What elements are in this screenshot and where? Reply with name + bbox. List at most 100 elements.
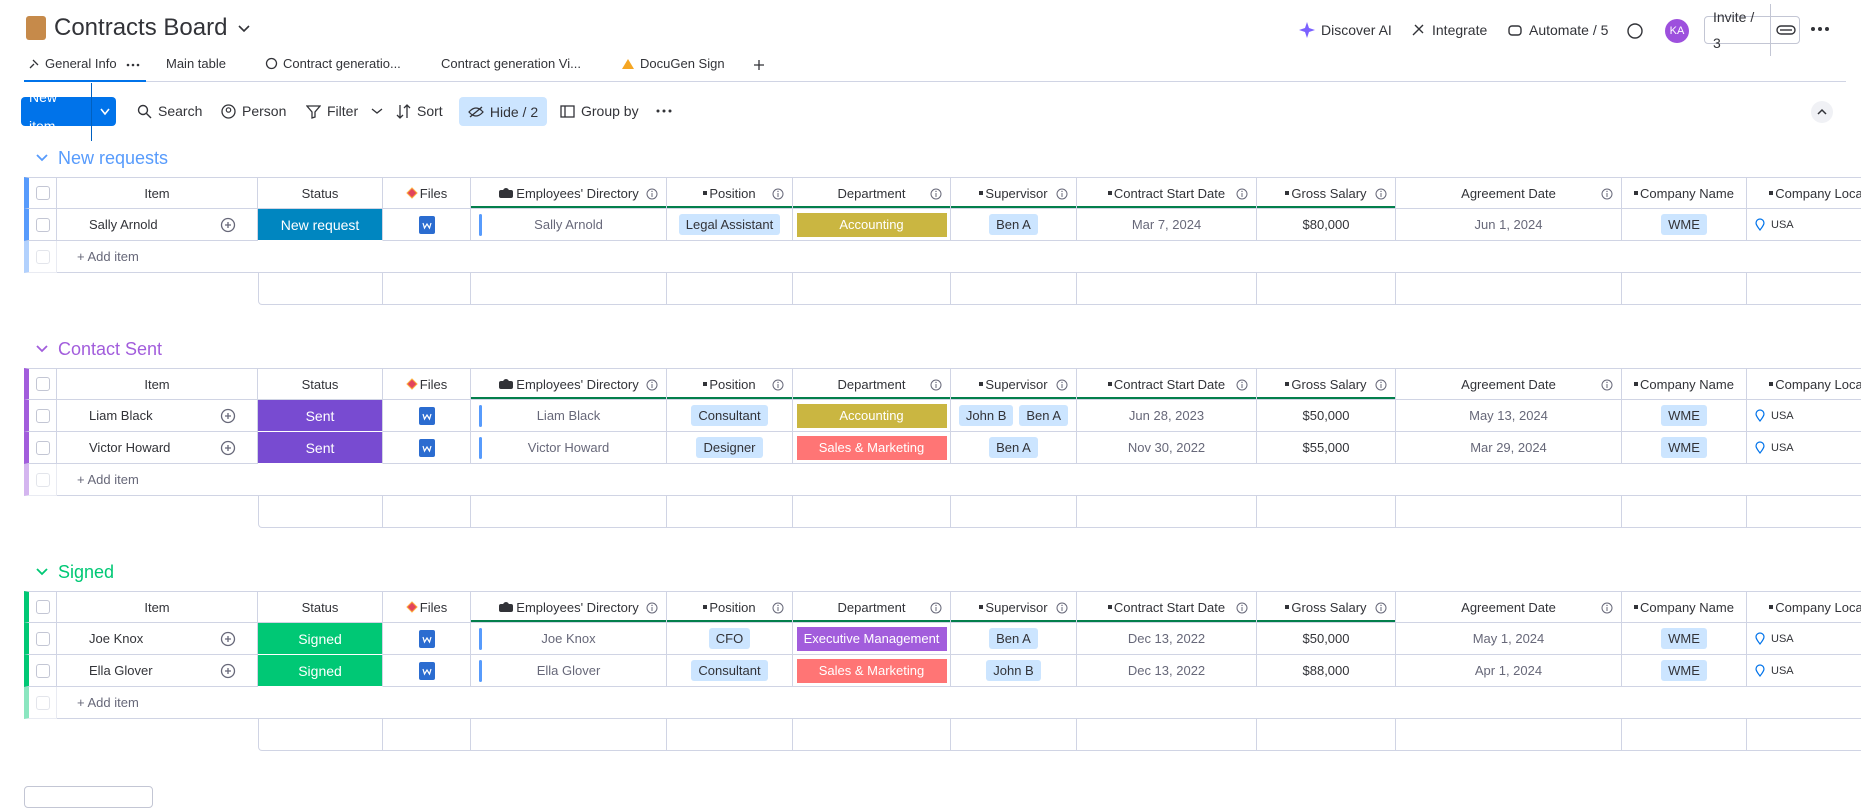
checkbox[interactable]	[35, 663, 50, 678]
title-caret[interactable]	[238, 24, 250, 34]
automate[interactable]: Automate / 5	[1507, 22, 1608, 38]
department-cell[interactable]: Executive Management	[793, 623, 951, 655]
add-item[interactable]: + Add item	[57, 687, 1861, 719]
company-cell[interactable]: WME	[1622, 655, 1747, 687]
link-icon[interactable]	[1771, 22, 1799, 38]
checkbox[interactable]	[35, 186, 50, 200]
company-cell[interactable]: WME	[1622, 400, 1747, 432]
status[interactable]: Sent	[258, 432, 383, 464]
checkbox[interactable]	[35, 600, 50, 614]
add-item[interactable]: + Add item	[57, 464, 1861, 496]
tab[interactable]: Contract generatio...	[265, 56, 401, 71]
avatar[interactable]: KA	[1665, 19, 1689, 43]
invite-button[interactable]: Invite / 3	[1704, 4, 1800, 56]
group-title[interactable]: Contact Sent	[24, 330, 1861, 368]
conversation-cell[interactable]	[199, 209, 258, 241]
employee-cell[interactable]: Ella Glover	[471, 655, 667, 687]
add-item[interactable]: + Add item	[57, 241, 1861, 273]
files-cell[interactable]	[383, 655, 471, 687]
position-cell[interactable]: Designer	[667, 432, 793, 464]
person-button[interactable]: Person	[221, 101, 286, 121]
conversation-cell[interactable]	[199, 655, 258, 687]
checkbox[interactable]	[35, 249, 50, 264]
contract-start-date[interactable]: Dec 13, 2022	[1077, 623, 1257, 655]
tab-menu[interactable]	[126, 63, 140, 67]
item-name[interactable]: Victor Howard	[57, 432, 199, 464]
gross-salary[interactable]: $50,000	[1257, 400, 1396, 432]
status[interactable]: Sent	[258, 400, 383, 432]
gross-salary[interactable]: $50,000	[1257, 623, 1396, 655]
item-name[interactable]: Liam Black	[57, 400, 199, 432]
employee-cell[interactable]: Joe Knox	[471, 623, 667, 655]
checkbox[interactable]	[35, 472, 50, 487]
contract-start-date[interactable]: Jun 28, 2023	[1077, 400, 1257, 432]
position-cell[interactable]: Consultant	[667, 655, 793, 687]
files-cell[interactable]	[383, 209, 471, 241]
search-button[interactable]: Search	[137, 101, 202, 121]
add-group-button[interactable]	[24, 786, 153, 808]
status[interactable]: New request	[258, 209, 383, 241]
group-title[interactable]: New requests	[24, 139, 1861, 177]
group-by-button[interactable]: Group by	[560, 101, 639, 121]
updates-icon[interactable]	[1626, 22, 1644, 40]
checkbox[interactable]	[35, 695, 50, 710]
item-name[interactable]: Sally Arnold	[57, 209, 199, 241]
company-cell[interactable]: WME	[1622, 432, 1747, 464]
item-name[interactable]: Ella Glover	[57, 655, 199, 687]
company-cell[interactable]: WME	[1622, 209, 1747, 241]
employee-cell[interactable]: Liam Black	[471, 400, 667, 432]
checkbox[interactable]	[35, 217, 50, 232]
files-cell[interactable]	[383, 400, 471, 432]
sort-button[interactable]: Sort	[396, 101, 443, 121]
supervisor-cell[interactable]: Ben A	[951, 432, 1077, 464]
supervisor-cell[interactable]: John B	[951, 655, 1077, 687]
position-cell[interactable]: Legal Assistant	[667, 209, 793, 241]
gross-salary[interactable]: $80,000	[1257, 209, 1396, 241]
board-title[interactable]: Contracts Board	[54, 14, 228, 41]
toolbar-more[interactable]	[656, 109, 672, 113]
contract-start-date[interactable]: Dec 13, 2022	[1077, 655, 1257, 687]
employee-cell[interactable]: Sally Arnold	[471, 209, 667, 241]
location-cell[interactable]: USA	[1747, 400, 1861, 432]
department-cell[interactable]: Sales & Marketing	[793, 432, 951, 464]
location-cell[interactable]: USA	[1747, 432, 1861, 464]
contract-start-date[interactable]: Mar 7, 2024	[1077, 209, 1257, 241]
tab[interactable]: Contract generation Vi...	[441, 56, 581, 71]
item-name[interactable]: Joe Knox	[57, 623, 199, 655]
agreement-date[interactable]: Mar 29, 2024	[1396, 432, 1622, 464]
tab[interactable]: DocuGen Sign	[621, 56, 725, 71]
supervisor-cell[interactable]: Ben A	[951, 209, 1077, 241]
filter-button[interactable]: Filter	[306, 101, 384, 121]
agreement-date[interactable]: Jun 1, 2024	[1396, 209, 1622, 241]
location-cell[interactable]: USA	[1747, 655, 1861, 687]
gross-salary[interactable]: $88,000	[1257, 655, 1396, 687]
position-cell[interactable]: Consultant	[667, 400, 793, 432]
gross-salary[interactable]: $55,000	[1257, 432, 1396, 464]
department-cell[interactable]: Accounting	[793, 209, 951, 241]
employee-cell[interactable]: Victor Howard	[471, 432, 667, 464]
location-cell[interactable]: USA	[1747, 623, 1861, 655]
supervisor-cell[interactable]: John B Ben A	[951, 400, 1077, 432]
checkbox[interactable]	[35, 377, 50, 391]
conversation-cell[interactable]	[199, 432, 258, 464]
agreement-date[interactable]: May 13, 2024	[1396, 400, 1622, 432]
contract-start-date[interactable]: Nov 30, 2022	[1077, 432, 1257, 464]
conversation-cell[interactable]	[199, 400, 258, 432]
new-item-caret[interactable]	[92, 106, 116, 118]
add-view[interactable]	[753, 59, 765, 71]
hide-button[interactable]: Hide / 2	[459, 97, 547, 126]
position-cell[interactable]: CFO	[667, 623, 793, 655]
checkbox[interactable]	[35, 408, 50, 423]
status[interactable]: Signed	[258, 623, 383, 655]
checkbox[interactable]	[35, 631, 50, 646]
department-cell[interactable]: Accounting	[793, 400, 951, 432]
department-cell[interactable]: Sales & Marketing	[793, 655, 951, 687]
status[interactable]: Signed	[258, 655, 383, 687]
tab[interactable]: General Info	[28, 56, 117, 71]
more-menu[interactable]	[1810, 25, 1830, 33]
tab[interactable]: Main table	[166, 56, 226, 71]
group-title[interactable]: Signed	[24, 553, 1861, 591]
files-cell[interactable]	[383, 432, 471, 464]
conversation-cell[interactable]	[199, 623, 258, 655]
new-item-button[interactable]: New item	[21, 82, 116, 141]
